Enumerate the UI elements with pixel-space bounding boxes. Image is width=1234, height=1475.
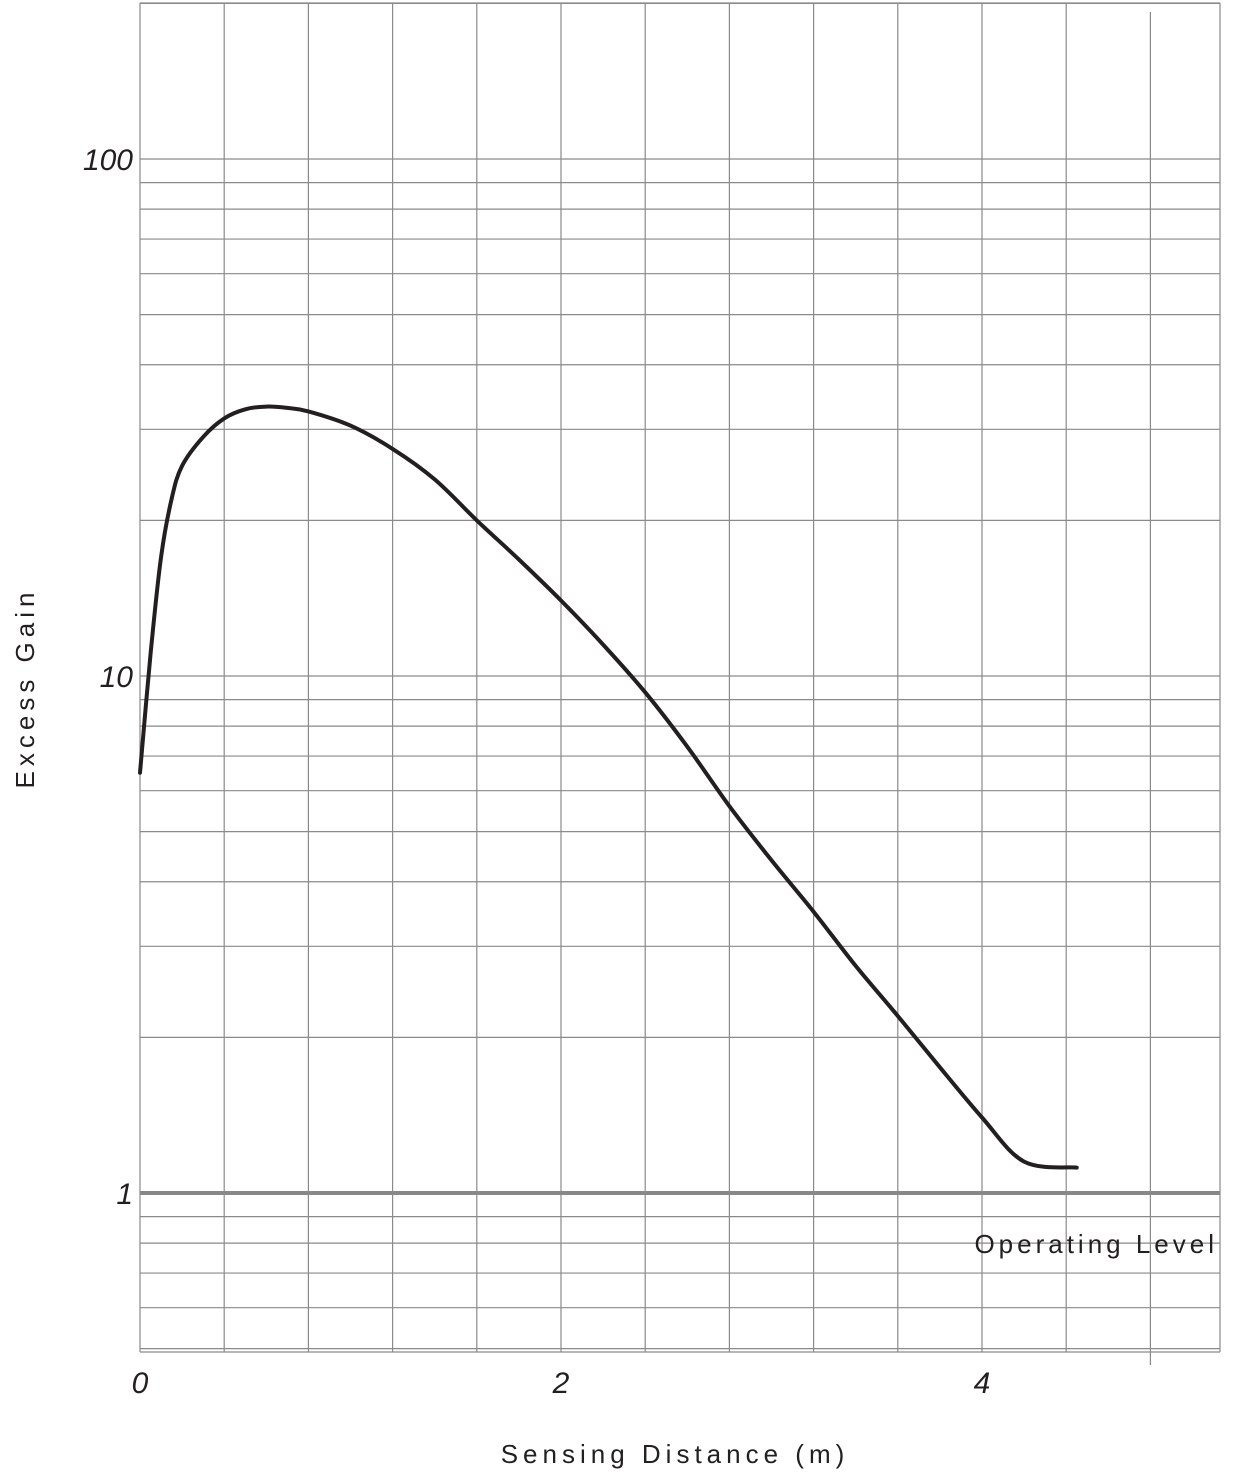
y-axis-title: Excess Gain — [10, 588, 40, 789]
grid — [140, 2, 1220, 1365]
x-tick-labels: 0 2 4 — [132, 1367, 991, 1400]
excess-gain-curve — [138, 404, 1079, 1170]
x-tick-label: 2 — [552, 1367, 570, 1400]
axes — [139, 2, 1221, 1353]
x-tick-label: 0 — [132, 1367, 149, 1400]
y-tick-label: 100 — [83, 144, 133, 177]
operating-level-label: Operating Level — [974, 1229, 1218, 1259]
y-tick-label: 10 — [100, 661, 134, 694]
y-tick-labels: 1 10 100 — [83, 144, 133, 1211]
x-tick-label: 4 — [974, 1367, 991, 1400]
x-axis-title: Sensing Distance (m) — [501, 1439, 850, 1469]
y-tick-label: 1 — [116, 1178, 133, 1211]
